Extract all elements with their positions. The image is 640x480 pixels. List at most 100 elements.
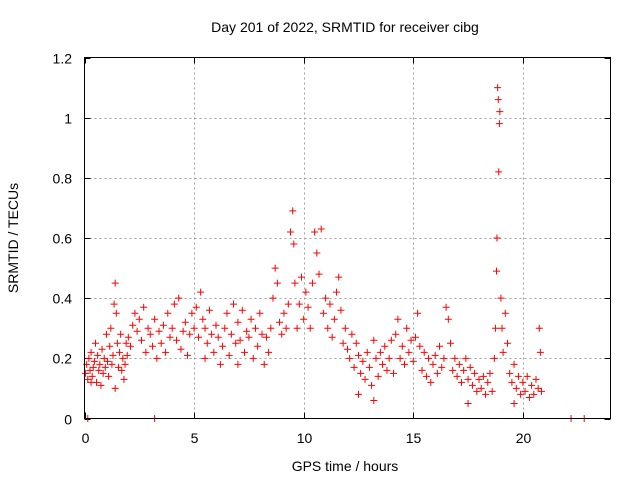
data-point — [475, 375, 483, 383]
data-point — [479, 372, 487, 380]
data-point — [416, 342, 424, 350]
data-point — [186, 330, 194, 338]
data-point — [267, 324, 275, 332]
data-point — [525, 393, 533, 401]
data-point — [118, 366, 126, 374]
data-point — [315, 270, 323, 278]
data-point — [230, 300, 238, 308]
data-point — [352, 339, 360, 347]
data-point — [129, 321, 137, 329]
data-point — [99, 369, 107, 377]
data-point — [85, 354, 93, 362]
data-point — [201, 354, 209, 362]
data-point — [304, 303, 312, 311]
data-point — [510, 360, 518, 368]
data-point — [91, 339, 99, 347]
data-point — [140, 303, 148, 311]
x-tick-label: 15 — [406, 430, 422, 446]
data-point — [247, 315, 255, 323]
data-point — [440, 354, 448, 362]
data-point — [245, 333, 253, 341]
data-point — [258, 330, 266, 338]
data-point — [212, 321, 220, 329]
data-point — [498, 324, 506, 332]
chart-title: Day 201 of 2022, SRMTID for receiver cib… — [211, 19, 479, 35]
data-point — [89, 363, 97, 371]
data-point — [537, 387, 545, 395]
data-point — [317, 225, 325, 233]
data-point — [97, 381, 105, 389]
data-point — [368, 381, 376, 389]
data-point — [403, 324, 411, 332]
data-point — [379, 360, 387, 368]
data-point — [455, 360, 463, 368]
x-tick-label: 5 — [191, 430, 199, 446]
data-point — [396, 354, 404, 362]
data-point — [493, 267, 501, 275]
data-point — [387, 336, 395, 344]
data-point — [227, 330, 235, 338]
data-point — [495, 120, 503, 128]
data-point — [240, 348, 248, 356]
data-point — [219, 342, 227, 350]
data-point — [354, 351, 362, 359]
data-point — [94, 351, 102, 359]
data-point — [422, 372, 430, 380]
data-point — [308, 279, 316, 287]
data-point — [269, 294, 277, 302]
data-point — [359, 357, 367, 365]
data-point — [436, 342, 444, 350]
data-point — [302, 288, 310, 296]
data-point — [496, 108, 504, 116]
data-point — [287, 228, 295, 236]
data-point — [420, 348, 428, 356]
x-tick-label: 20 — [516, 430, 532, 446]
plot-frame — [84, 57, 611, 419]
data-point — [232, 339, 240, 347]
data-point — [311, 228, 319, 236]
data-point — [293, 324, 301, 332]
data-point — [495, 168, 503, 176]
data-point — [409, 357, 417, 365]
data-point — [337, 306, 345, 314]
axis-ticks — [84, 57, 611, 420]
data-point — [414, 309, 422, 317]
data-point — [501, 309, 509, 317]
data-point — [234, 360, 242, 368]
data-point — [341, 324, 349, 332]
y-tick-label: 1.2 — [53, 51, 73, 67]
data-point — [491, 324, 499, 332]
data-point — [223, 309, 231, 317]
data-point — [433, 369, 441, 377]
data-point — [438, 363, 446, 371]
data-point — [464, 399, 472, 407]
data-point — [194, 333, 202, 341]
data-point — [447, 339, 455, 347]
data-point — [109, 351, 117, 359]
data-point — [96, 360, 104, 368]
data-point — [411, 333, 419, 341]
data-point — [333, 288, 341, 296]
data-point — [108, 360, 116, 368]
data-point — [197, 288, 205, 296]
data-point — [324, 324, 332, 332]
data-point — [86, 366, 94, 374]
data-point — [210, 348, 218, 356]
data-point — [82, 369, 90, 377]
data-point — [339, 339, 347, 347]
data-point — [87, 378, 95, 386]
data-point — [528, 381, 536, 389]
data-point — [164, 309, 172, 317]
data-point — [486, 369, 494, 377]
data-point — [510, 399, 518, 407]
data-point — [394, 315, 402, 323]
data-point — [519, 378, 527, 386]
data-point — [177, 345, 185, 353]
y-axis-label: SRMTID / TECUs — [5, 183, 21, 293]
data-point — [523, 372, 531, 380]
data-point — [162, 348, 170, 356]
data-point — [390, 369, 398, 377]
data-point — [173, 336, 181, 344]
data-point — [497, 294, 505, 302]
data-point — [121, 360, 129, 368]
